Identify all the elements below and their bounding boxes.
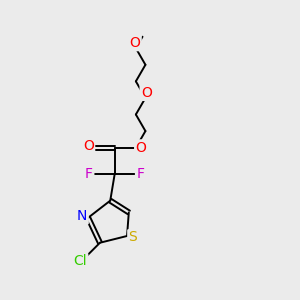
Text: Cl: Cl <box>74 254 87 268</box>
Text: F: F <box>85 167 93 181</box>
Text: F: F <box>136 167 144 181</box>
Text: O: O <box>135 141 146 154</box>
Text: O: O <box>141 85 152 100</box>
Text: S: S <box>128 230 137 244</box>
Text: O: O <box>130 36 140 50</box>
Text: N: N <box>77 209 88 223</box>
Text: O: O <box>83 139 94 153</box>
